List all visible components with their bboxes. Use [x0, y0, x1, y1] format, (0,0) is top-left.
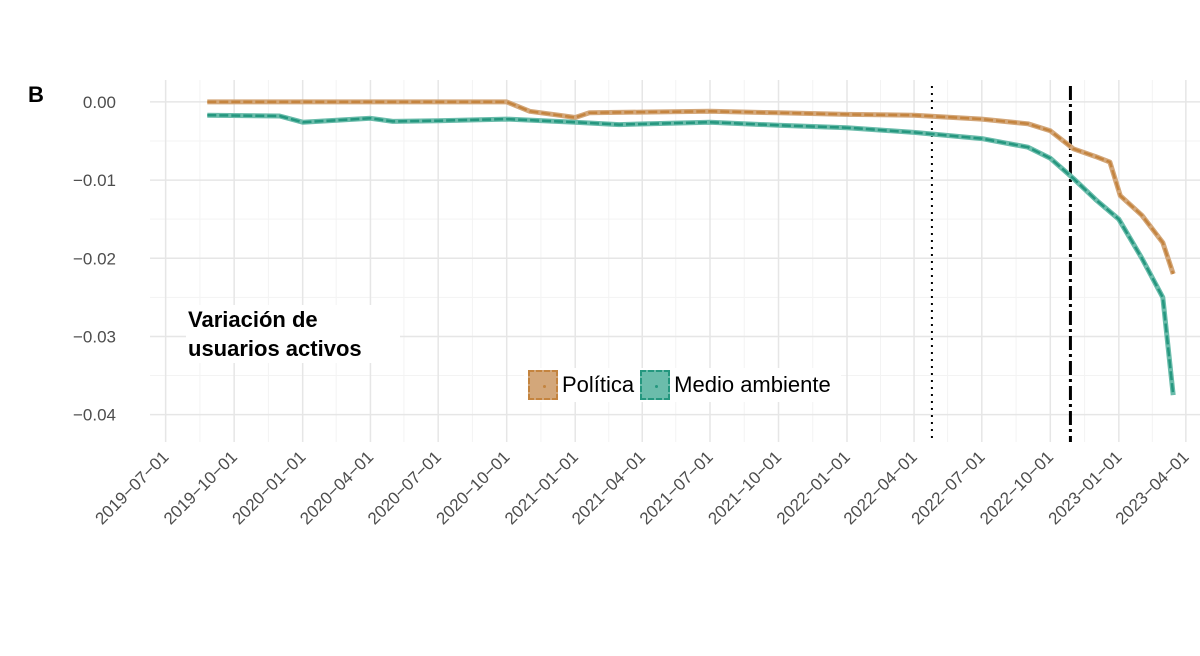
- series-band-0: [207, 99, 1176, 275]
- series-line-0: [207, 100, 1175, 275]
- legend-key-politica: [528, 370, 558, 400]
- chart-annotation: Variación de usuarios activos: [186, 305, 400, 363]
- legend: Política Medio ambiente: [524, 368, 841, 402]
- y-tick-label: −0.03: [73, 327, 116, 346]
- y-tick-label: −0.01: [73, 171, 116, 190]
- y-tick-label: −0.04: [73, 406, 116, 425]
- legend-item-politica: Política: [528, 370, 634, 400]
- series-line-1: [207, 113, 1175, 396]
- legend-key-medio-ambiente: [640, 370, 671, 400]
- y-tick-label: −0.02: [73, 249, 116, 268]
- legend-label: Política: [562, 372, 635, 397]
- legend-item-medio-ambiente: Medio ambiente: [640, 370, 831, 400]
- y-tick-label: 0.00: [83, 93, 116, 112]
- legend-label: Medio ambiente: [674, 372, 831, 397]
- panel-label: B: [28, 82, 44, 107]
